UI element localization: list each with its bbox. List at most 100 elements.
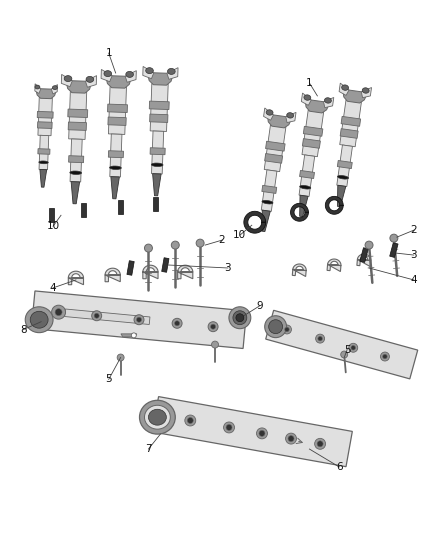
Ellipse shape xyxy=(223,422,234,433)
Ellipse shape xyxy=(86,76,94,83)
Polygon shape xyxy=(324,98,334,108)
Ellipse shape xyxy=(316,334,325,343)
Ellipse shape xyxy=(325,98,332,103)
Ellipse shape xyxy=(140,400,175,434)
Polygon shape xyxy=(292,264,306,277)
Ellipse shape xyxy=(92,311,102,321)
Ellipse shape xyxy=(187,417,193,424)
Ellipse shape xyxy=(341,351,348,358)
Polygon shape xyxy=(299,155,314,197)
Polygon shape xyxy=(266,310,418,379)
Ellipse shape xyxy=(145,244,152,252)
Ellipse shape xyxy=(349,343,358,352)
Polygon shape xyxy=(343,89,367,103)
Ellipse shape xyxy=(268,320,283,334)
Polygon shape xyxy=(147,72,173,85)
Ellipse shape xyxy=(137,317,141,322)
Polygon shape xyxy=(265,154,283,163)
Polygon shape xyxy=(109,87,127,134)
Ellipse shape xyxy=(317,441,323,447)
Ellipse shape xyxy=(131,333,136,338)
Polygon shape xyxy=(70,139,82,182)
Ellipse shape xyxy=(265,316,286,337)
Ellipse shape xyxy=(171,241,179,249)
Ellipse shape xyxy=(151,163,163,166)
Text: 10: 10 xyxy=(46,221,60,231)
Ellipse shape xyxy=(266,110,273,115)
Polygon shape xyxy=(68,271,84,285)
Ellipse shape xyxy=(25,307,53,333)
Ellipse shape xyxy=(257,428,268,439)
Polygon shape xyxy=(300,195,308,216)
Ellipse shape xyxy=(64,76,72,82)
Text: 9: 9 xyxy=(256,301,263,311)
Polygon shape xyxy=(302,139,320,148)
Polygon shape xyxy=(68,109,88,117)
Text: 8: 8 xyxy=(20,325,27,335)
Polygon shape xyxy=(267,114,292,128)
Text: 4: 4 xyxy=(410,275,417,285)
Ellipse shape xyxy=(365,241,373,249)
Ellipse shape xyxy=(229,307,251,329)
Polygon shape xyxy=(262,210,270,231)
Polygon shape xyxy=(302,110,324,157)
Ellipse shape xyxy=(285,327,289,332)
Polygon shape xyxy=(265,141,285,151)
Polygon shape xyxy=(262,185,277,193)
Polygon shape xyxy=(66,80,92,93)
Polygon shape xyxy=(110,134,122,177)
Ellipse shape xyxy=(288,435,294,441)
Polygon shape xyxy=(49,208,53,222)
Ellipse shape xyxy=(145,405,170,429)
Text: 10: 10 xyxy=(233,230,247,240)
Polygon shape xyxy=(35,88,57,99)
Polygon shape xyxy=(150,114,168,123)
Polygon shape xyxy=(71,182,80,204)
Polygon shape xyxy=(69,92,87,140)
Ellipse shape xyxy=(134,315,144,325)
Polygon shape xyxy=(152,131,164,174)
Ellipse shape xyxy=(208,322,218,332)
Ellipse shape xyxy=(211,324,215,329)
Ellipse shape xyxy=(148,409,166,425)
Ellipse shape xyxy=(300,185,311,189)
Ellipse shape xyxy=(314,438,325,449)
Ellipse shape xyxy=(168,68,175,75)
Polygon shape xyxy=(301,93,311,106)
Ellipse shape xyxy=(212,341,219,348)
Polygon shape xyxy=(51,85,57,94)
Polygon shape xyxy=(244,211,266,233)
Ellipse shape xyxy=(30,311,48,328)
Ellipse shape xyxy=(262,200,273,204)
Polygon shape xyxy=(390,243,398,257)
Polygon shape xyxy=(38,122,52,128)
Polygon shape xyxy=(39,135,49,169)
Polygon shape xyxy=(357,254,371,266)
Polygon shape xyxy=(40,169,47,187)
Ellipse shape xyxy=(53,86,57,90)
Text: 1: 1 xyxy=(106,48,112,58)
Polygon shape xyxy=(68,122,86,131)
Polygon shape xyxy=(105,268,120,282)
Ellipse shape xyxy=(286,433,297,444)
Ellipse shape xyxy=(196,239,204,247)
Polygon shape xyxy=(150,148,165,155)
Ellipse shape xyxy=(390,234,398,242)
Polygon shape xyxy=(337,145,353,187)
Polygon shape xyxy=(149,101,169,110)
Polygon shape xyxy=(69,156,84,163)
Polygon shape xyxy=(61,75,72,87)
Text: 5: 5 xyxy=(344,344,350,354)
Polygon shape xyxy=(339,83,349,95)
Text: 5: 5 xyxy=(106,374,112,384)
Polygon shape xyxy=(118,200,123,214)
Polygon shape xyxy=(152,174,161,196)
Polygon shape xyxy=(150,84,168,132)
Polygon shape xyxy=(125,71,136,82)
Ellipse shape xyxy=(55,309,62,316)
Polygon shape xyxy=(162,258,169,272)
Ellipse shape xyxy=(283,325,291,334)
Ellipse shape xyxy=(94,313,99,318)
Ellipse shape xyxy=(110,166,121,169)
Polygon shape xyxy=(108,117,126,125)
